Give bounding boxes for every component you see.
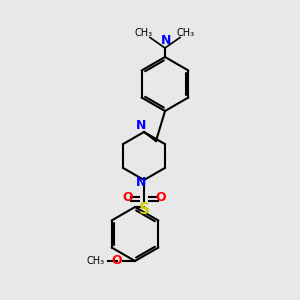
Text: N: N: [136, 119, 146, 132]
Text: O: O: [122, 191, 133, 204]
Text: N: N: [136, 176, 146, 189]
Text: O: O: [155, 191, 166, 204]
Text: CH₃: CH₃: [87, 256, 105, 266]
Text: CH₃: CH₃: [135, 28, 153, 38]
Text: O: O: [111, 254, 122, 268]
Text: CH₃: CH₃: [177, 28, 195, 38]
Text: N: N: [161, 34, 172, 46]
Text: S: S: [139, 202, 149, 217]
